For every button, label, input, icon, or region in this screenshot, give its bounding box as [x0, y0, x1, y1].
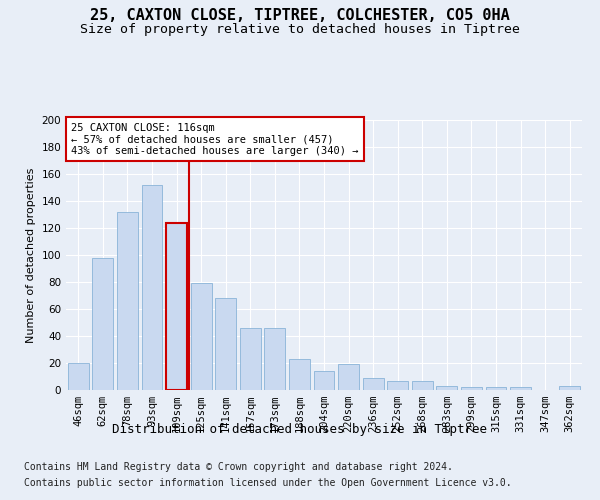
Bar: [289, 359, 310, 390]
Bar: [362, 378, 383, 390]
Bar: [142, 185, 163, 390]
Bar: [92, 258, 113, 390]
Text: Contains HM Land Registry data © Crown copyright and database right 2024.: Contains HM Land Registry data © Crown c…: [24, 462, 453, 472]
Text: 25 CAXTON CLOSE: 116sqm
← 57% of detached houses are smaller (457)
43% of semi-d: 25 CAXTON CLOSE: 116sqm ← 57% of detache…: [71, 122, 359, 156]
Text: Size of property relative to detached houses in Tiptree: Size of property relative to detached ho…: [80, 22, 520, 36]
Bar: [412, 380, 433, 390]
Text: 25, CAXTON CLOSE, TIPTREE, COLCHESTER, CO5 0HA: 25, CAXTON CLOSE, TIPTREE, COLCHESTER, C…: [90, 8, 510, 22]
Bar: [68, 363, 89, 390]
Text: Contains public sector information licensed under the Open Government Licence v3: Contains public sector information licen…: [24, 478, 512, 488]
Y-axis label: Number of detached properties: Number of detached properties: [26, 168, 36, 342]
Bar: [215, 298, 236, 390]
Bar: [387, 380, 408, 390]
Bar: [461, 388, 482, 390]
Bar: [117, 212, 138, 390]
Bar: [510, 388, 531, 390]
Bar: [314, 371, 334, 390]
Bar: [338, 364, 359, 390]
Bar: [436, 386, 457, 390]
Bar: [166, 222, 187, 390]
Bar: [559, 386, 580, 390]
Bar: [485, 388, 506, 390]
Bar: [191, 284, 212, 390]
Bar: [240, 328, 261, 390]
Bar: [265, 328, 286, 390]
Text: Distribution of detached houses by size in Tiptree: Distribution of detached houses by size …: [113, 422, 487, 436]
